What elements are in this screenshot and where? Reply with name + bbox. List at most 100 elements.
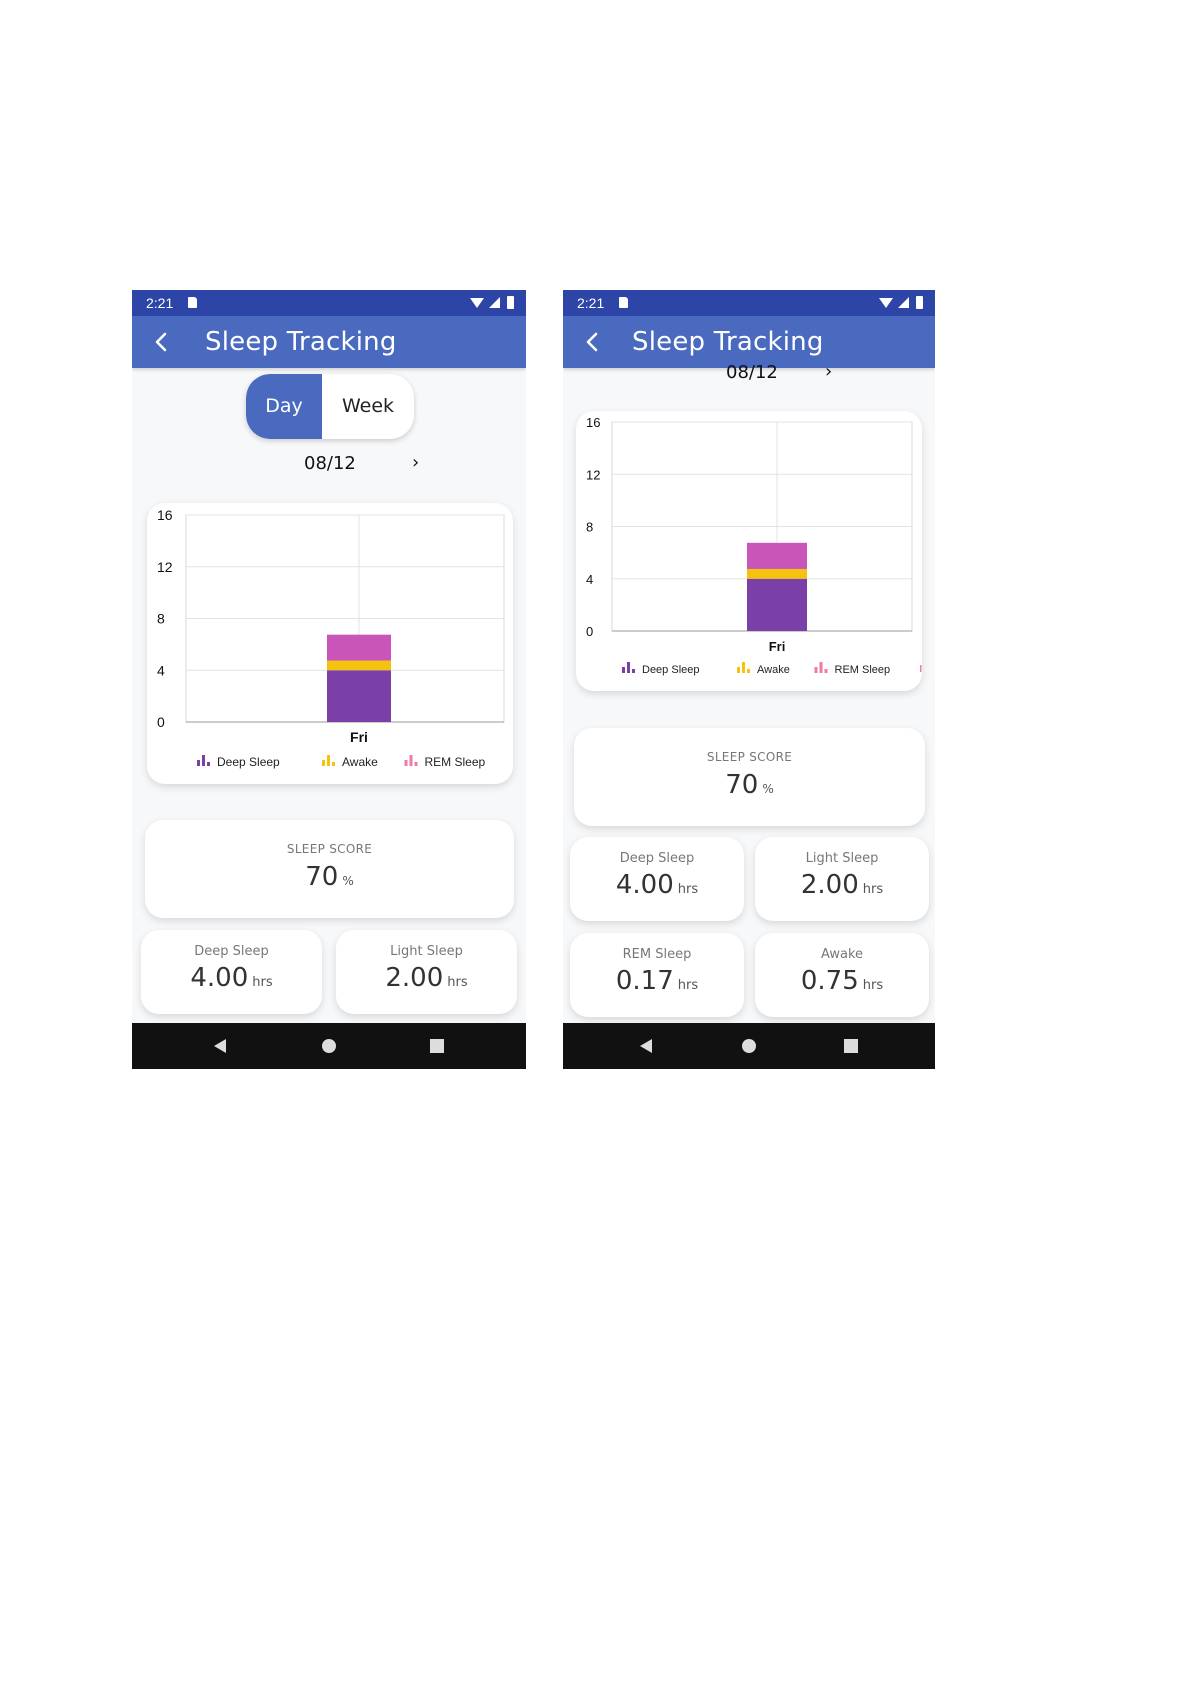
legend-item: Awake xyxy=(322,755,378,769)
nav-recents-icon[interactable] xyxy=(844,1039,858,1053)
sleep-score-value: 70 xyxy=(725,770,759,800)
bar-segment-awake xyxy=(327,660,391,671)
stat-card-light-sleep: Light Sleep 2.00 hrs xyxy=(755,837,929,921)
y-tick-label: 8 xyxy=(586,520,593,535)
stat-value: 0.17 xyxy=(615,966,674,996)
current-date: 08/12 xyxy=(304,453,356,474)
status-time: 2:21 xyxy=(146,295,174,311)
nav-recents-icon[interactable] xyxy=(430,1039,444,1053)
legend-swatch-bar xyxy=(409,755,413,766)
stat-unit: hrs xyxy=(252,975,273,990)
sleep-score-card: SLEEP SCORE 70% xyxy=(574,728,925,826)
back-arrow-icon[interactable] xyxy=(581,330,605,354)
tab-day[interactable]: Day xyxy=(246,374,322,439)
legend-swatch-bar xyxy=(202,755,205,766)
stat-card-awake: Awake 0.75 hrs xyxy=(755,933,929,1017)
nav-home-icon[interactable] xyxy=(322,1039,336,1053)
wifi-icon xyxy=(470,298,484,308)
legend-item: REM Sleep xyxy=(404,755,486,769)
bar-segment-rem-sleep xyxy=(327,634,391,661)
stat-unit: hrs xyxy=(677,882,699,897)
y-tick-label: 0 xyxy=(157,714,165,730)
stat-card-deep-sleep: Deep Sleep 4.00 hrs xyxy=(570,837,744,921)
legend-swatch-bar xyxy=(622,667,625,673)
bar-segment-deep-sleep xyxy=(747,578,807,631)
legend-swatch-bar xyxy=(814,667,818,673)
stat-value: 4.00 xyxy=(190,963,249,993)
sleep-score-label: SLEEP SCORE xyxy=(286,842,373,856)
stat-value-row: 0.75 hrs xyxy=(755,966,929,996)
legend-swatch-bar xyxy=(404,760,408,766)
current-date: 08/12 xyxy=(726,362,778,383)
y-tick-label: 8 xyxy=(157,611,165,627)
stat-label: Awake xyxy=(820,947,864,962)
date-navigator: 08/12 › xyxy=(726,361,866,388)
stat-unit: hrs xyxy=(862,882,884,897)
stat-card-rem-sleep: REM Sleep 0.17 hrs xyxy=(570,933,744,1017)
stat-value: 2.00 xyxy=(800,870,859,900)
app-bar: Sleep Tracking xyxy=(563,316,935,368)
sleep-score-unit: % xyxy=(762,782,774,796)
stat-value-row: 2.00 hrs xyxy=(755,870,929,900)
legend-label: Deep Sleep xyxy=(217,755,280,769)
sleep-stacked-bar-chart: 0 4 8 12 16 Fri Deep Sleep Awake REM Sleep xyxy=(157,507,505,769)
signal-icon xyxy=(898,297,909,308)
stat-card-deep-sleep: Deep Sleep 4.00 hrs xyxy=(141,930,322,1014)
back-arrow-icon[interactable] xyxy=(150,330,174,354)
legend-swatch-bar xyxy=(414,762,418,766)
legend-swatch-bar xyxy=(322,760,325,766)
page-title: Sleep Tracking xyxy=(632,327,824,357)
status-bar: 2:21 xyxy=(563,290,935,316)
date-navigator: 08/12 › xyxy=(304,452,464,479)
legend-swatch-bar xyxy=(197,760,200,766)
legend-swatch-bar xyxy=(742,662,745,673)
nav-back-icon[interactable] xyxy=(640,1039,652,1053)
legend-swatch-bar xyxy=(332,762,335,766)
bar-segment-awake xyxy=(747,568,807,579)
status-bar: 2:21 xyxy=(132,290,526,316)
nav-home-icon[interactable] xyxy=(742,1039,756,1053)
legend-swatch-bar xyxy=(819,662,823,673)
sleep-chart-card: 0 4 8 12 16 Fri Deep Sleep Awake REM Sleep xyxy=(147,503,513,784)
battery-icon xyxy=(916,296,923,309)
legend-item: Awake xyxy=(737,662,790,676)
sleep-score-value: 70 xyxy=(305,862,339,892)
x-tick-label: Fri xyxy=(769,639,786,654)
stat-unit: hrs xyxy=(677,978,699,993)
chevron-right-icon[interactable]: › xyxy=(825,361,833,382)
android-nav-bar xyxy=(563,1023,935,1069)
y-tick-label: 4 xyxy=(157,662,165,678)
stat-value-row: 4.00 hrs xyxy=(141,963,322,993)
x-tick-label: Fri xyxy=(350,729,368,745)
stat-value-row: 0.17 hrs xyxy=(570,966,744,996)
sleep-stacked-bar-chart: 0 4 8 12 16 Fri Deep Sleep Awake REM Sleep xyxy=(586,415,922,676)
legend-label: Awake xyxy=(342,755,378,769)
nav-back-icon[interactable] xyxy=(214,1039,226,1053)
y-tick-label: 16 xyxy=(586,415,600,430)
legend-swatch-bar xyxy=(632,669,635,673)
wifi-icon xyxy=(879,298,893,308)
legend-label: REM Sleep xyxy=(835,664,891,676)
legend-swatch-bar xyxy=(824,669,828,673)
y-tick-label: 0 xyxy=(586,624,593,639)
legend-label: REM Sleep xyxy=(425,755,486,769)
legend-swatch-bar xyxy=(747,669,750,673)
sleep-chart-card: 0 4 8 12 16 Fri Deep Sleep Awake REM Sleep xyxy=(576,411,922,691)
legend-label: Awake xyxy=(757,664,790,676)
chevron-right-icon[interactable]: › xyxy=(412,452,420,473)
stat-value: 2.00 xyxy=(385,963,444,993)
bar-segment-rem-sleep xyxy=(747,542,807,569)
sleep-score-unit: % xyxy=(342,874,354,888)
stat-value-row: 2.00 hrs xyxy=(336,963,517,993)
stat-value-row: 4.00 hrs xyxy=(570,870,744,900)
y-tick-label: 12 xyxy=(586,467,600,482)
signal-icon xyxy=(489,297,500,308)
app-bar: Sleep Tracking xyxy=(132,316,526,368)
legend-swatch-bar xyxy=(627,662,630,673)
legend-item: REM Sleep xyxy=(814,662,891,676)
y-tick-label: 12 xyxy=(157,559,173,575)
legend-extra-marker xyxy=(920,665,922,672)
sleep-score-card: SLEEP SCORE 70% xyxy=(145,820,514,918)
tab-week[interactable]: Week xyxy=(341,395,395,417)
stat-label: REM Sleep xyxy=(622,947,692,962)
